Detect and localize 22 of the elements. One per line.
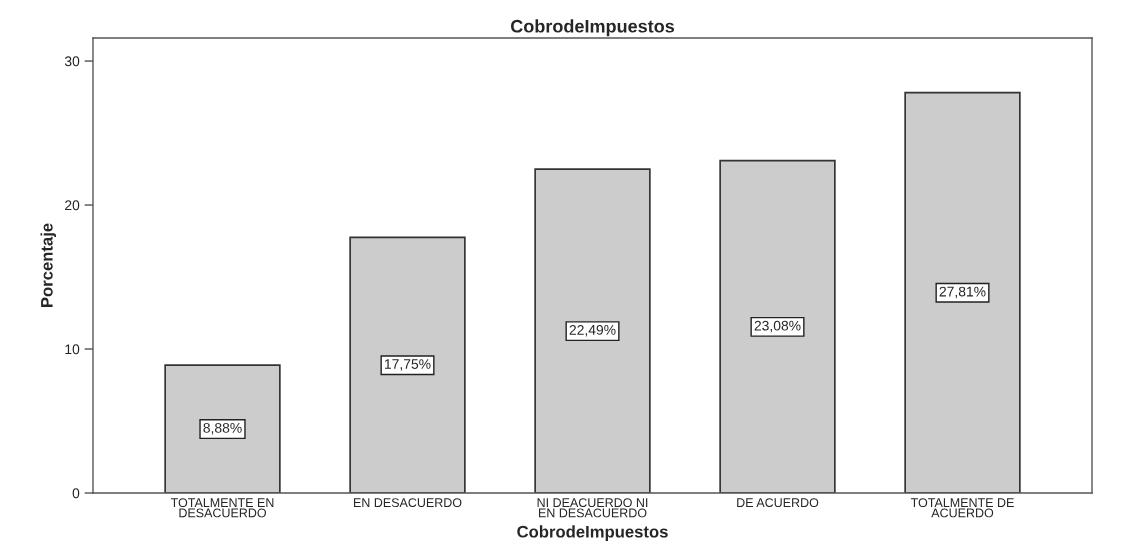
x-tick-label: TOTALMENTE EN DESACUERDO — [170, 498, 274, 518]
bar — [534, 168, 651, 493]
x-axis-title: CobrodeImpuestos — [517, 525, 668, 541]
bar — [904, 91, 1021, 493]
y-tick-label: 0 — [72, 488, 80, 499]
y-tick-label: 30 — [64, 56, 80, 67]
x-tick-label: DE ACUERDO — [737, 498, 819, 508]
y-axis-title: Porcentaje — [40, 223, 57, 307]
x-tick-label: NI DEACUERDO NI EN DESACUERDO — [537, 498, 648, 518]
data-label: 17,75% — [385, 359, 431, 371]
x-tick-label: TOTALMENTE DE ACUERDO — [910, 498, 1014, 518]
chart-title: CobrodeImpuestos — [510, 19, 675, 37]
y-tick-label: 20 — [65, 200, 80, 211]
bar — [349, 236, 466, 493]
x-tick-label: EN DESACUERDO — [354, 498, 462, 508]
data-label: 27,81% — [939, 286, 986, 299]
bar — [164, 364, 281, 493]
data-label: 22,49% — [569, 324, 616, 337]
bar — [719, 159, 836, 493]
data-label: 23,08% — [754, 320, 801, 333]
y-tick-label: 10 — [65, 344, 80, 355]
data-label: 8,88% — [203, 422, 242, 435]
